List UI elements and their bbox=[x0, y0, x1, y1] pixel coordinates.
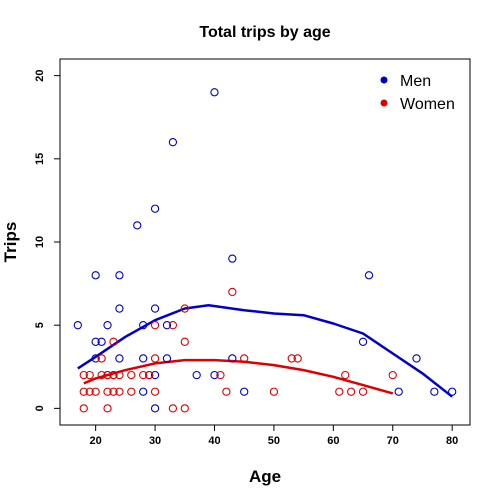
point-men bbox=[228, 354, 237, 363]
legend-label-men: Men bbox=[400, 73, 431, 90]
point-women bbox=[240, 354, 249, 363]
point-women bbox=[168, 404, 178, 413]
point-men bbox=[91, 354, 100, 363]
point-men bbox=[115, 304, 124, 313]
legend-marker-men bbox=[380, 76, 388, 84]
point-women bbox=[269, 387, 279, 396]
point-women bbox=[79, 370, 88, 380]
y-tick-label: 0 bbox=[34, 405, 46, 411]
x-tick-label: 80 bbox=[446, 435, 458, 447]
x-tick-label: 70 bbox=[387, 435, 399, 447]
point-men bbox=[150, 304, 160, 313]
x-axis-label: Age bbox=[249, 467, 281, 486]
point-men bbox=[192, 370, 201, 380]
point-men bbox=[133, 221, 142, 230]
chart-title: Total trips by age bbox=[199, 24, 330, 41]
point-women bbox=[180, 404, 189, 413]
x-tick-label: 40 bbox=[208, 435, 220, 447]
point-women bbox=[335, 387, 344, 396]
y-tick-label: 10 bbox=[34, 236, 46, 248]
point-men bbox=[210, 88, 219, 97]
point-women bbox=[103, 387, 112, 396]
x-tick-label: 20 bbox=[90, 435, 102, 447]
point-women bbox=[109, 337, 118, 346]
point-men bbox=[139, 354, 148, 363]
point-men bbox=[228, 254, 237, 263]
point-men bbox=[91, 337, 100, 346]
point-men bbox=[448, 387, 457, 396]
scatter-points bbox=[73, 88, 457, 413]
point-women bbox=[109, 387, 118, 396]
point-men bbox=[364, 271, 374, 280]
point-women bbox=[97, 370, 106, 380]
point-women bbox=[222, 387, 231, 396]
legend-label-women: Women bbox=[400, 96, 455, 113]
y-tick-label: 5 bbox=[34, 322, 46, 328]
point-women bbox=[287, 354, 296, 363]
point-women bbox=[388, 370, 397, 380]
y-tick-label: 20 bbox=[34, 70, 46, 82]
point-men bbox=[103, 321, 112, 330]
point-women bbox=[150, 387, 160, 396]
point-women bbox=[109, 370, 118, 380]
point-women bbox=[144, 370, 154, 380]
point-men bbox=[150, 204, 160, 213]
x-tick-label: 50 bbox=[268, 435, 280, 447]
y-axis: 0 5 10 15 20 bbox=[34, 70, 60, 411]
point-women bbox=[115, 370, 124, 380]
point-women bbox=[85, 387, 94, 396]
point-women bbox=[216, 370, 225, 380]
point-women bbox=[168, 321, 178, 330]
point-men bbox=[240, 387, 249, 396]
point-women bbox=[115, 387, 124, 396]
x-tick-label: 60 bbox=[327, 435, 339, 447]
point-men bbox=[139, 387, 148, 396]
x-axis: 20 30 40 50 60 70 80 bbox=[90, 425, 458, 447]
point-men bbox=[73, 321, 82, 330]
point-men bbox=[358, 337, 368, 346]
point-women bbox=[358, 387, 368, 396]
point-women bbox=[180, 304, 189, 313]
point-women bbox=[293, 354, 302, 363]
point-women bbox=[347, 387, 356, 396]
point-women bbox=[103, 370, 112, 380]
x-tick-label: 30 bbox=[149, 435, 161, 447]
point-women bbox=[91, 387, 100, 396]
point-men bbox=[97, 337, 106, 346]
point-women bbox=[150, 321, 160, 330]
point-men bbox=[162, 321, 172, 330]
legend-marker-women bbox=[380, 99, 388, 107]
point-women bbox=[127, 370, 136, 380]
point-men bbox=[115, 354, 124, 363]
point-women bbox=[79, 387, 88, 396]
point-women bbox=[97, 354, 106, 363]
point-women bbox=[150, 354, 160, 363]
point-men bbox=[168, 138, 178, 147]
point-men bbox=[210, 370, 219, 380]
point-women bbox=[180, 337, 189, 346]
smooth-curves bbox=[77, 303, 453, 398]
point-men bbox=[115, 271, 124, 280]
point-men bbox=[91, 271, 100, 280]
point-women bbox=[79, 404, 88, 413]
smooth-line-men bbox=[77, 303, 453, 398]
point-men bbox=[150, 404, 160, 413]
y-axis-label: Trips bbox=[1, 222, 20, 263]
legend: Men Women bbox=[380, 73, 455, 113]
point-women bbox=[127, 387, 136, 396]
point-men bbox=[150, 370, 160, 380]
point-men bbox=[412, 354, 421, 363]
point-men bbox=[162, 354, 172, 363]
point-women bbox=[103, 404, 112, 413]
point-men bbox=[139, 321, 148, 330]
point-women bbox=[139, 370, 148, 380]
point-women bbox=[341, 370, 350, 380]
point-women bbox=[228, 287, 237, 297]
y-tick-label: 15 bbox=[34, 153, 46, 165]
point-men bbox=[430, 387, 439, 396]
point-women bbox=[85, 370, 94, 380]
point-men bbox=[394, 387, 403, 396]
